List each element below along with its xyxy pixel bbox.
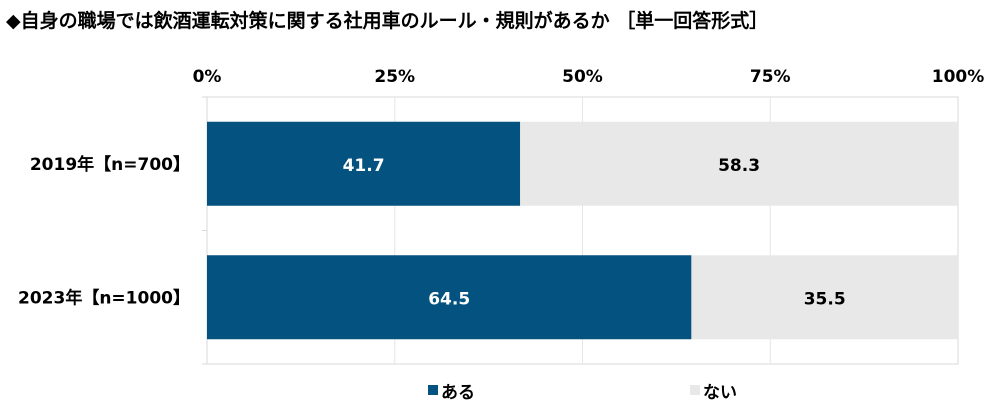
chart-title: ◆自身の職場では飲酒運転対策に関する社用車のルール・規則があるか ［単一回答形式…	[6, 9, 768, 32]
x-tick-label: 0%	[193, 67, 222, 87]
data-label: 64.5	[428, 289, 470, 309]
legend-label: ない	[703, 383, 737, 403]
bars: 41.7 58.3 64.5 35.5	[207, 121, 958, 340]
x-axis-ticks: 0% 25% 50% 75% 100%	[193, 67, 985, 87]
data-label: 58.3	[718, 156, 760, 176]
x-tick-label: 100%	[932, 67, 985, 87]
legend-item: ある	[428, 383, 475, 403]
legend: ある ない	[428, 383, 737, 403]
category-label: 2019年【n=700】	[30, 154, 190, 175]
legend-swatch	[690, 385, 700, 395]
bar-nai	[520, 121, 958, 206]
data-label: 41.7	[343, 156, 385, 176]
data-label: 35.5	[804, 289, 846, 309]
category-labels: 2019年【n=700】 2023年【n=1000】	[18, 154, 190, 309]
bar-nai	[691, 255, 958, 340]
legend-label: ある	[441, 383, 475, 403]
x-tick-label: 50%	[562, 67, 603, 87]
category-label: 2023年【n=1000】	[18, 287, 190, 308]
bar-aru	[207, 121, 521, 206]
legend-item: ない	[690, 383, 737, 403]
bar-aru	[207, 255, 692, 340]
x-tick-label: 25%	[374, 67, 415, 87]
x-tick-label: 75%	[750, 67, 791, 87]
legend-swatch	[428, 385, 438, 395]
